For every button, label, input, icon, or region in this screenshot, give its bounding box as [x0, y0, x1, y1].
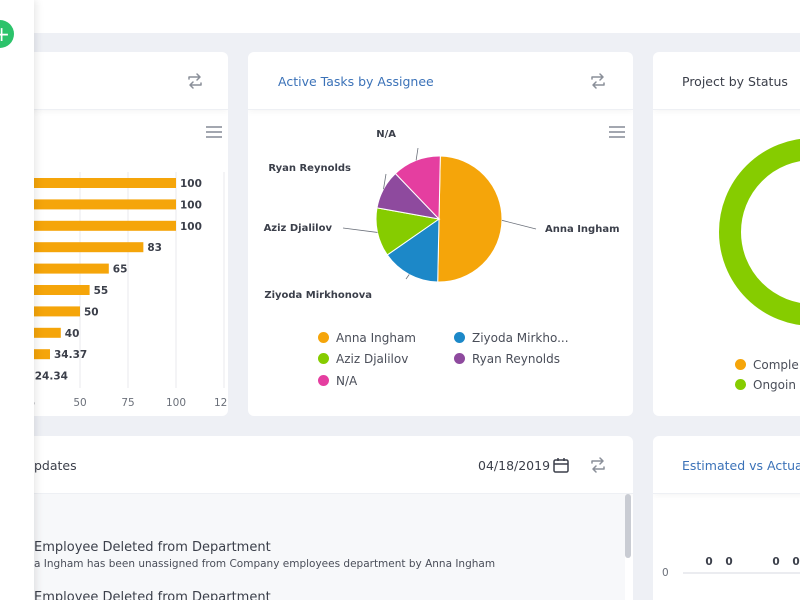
bar-value-label: 40: [65, 328, 80, 340]
data-label: 0: [725, 556, 732, 568]
pie-slice-label: N/A: [376, 129, 396, 140]
legend-label: Ziyoda Mirkho...: [472, 331, 569, 345]
project-status-card: Project by Status Comple Ongoin: [653, 52, 800, 416]
bar: [34, 199, 176, 210]
bar-chart: 55075100125100100100836555504034.3724.34…: [29, 172, 228, 409]
card-title: Estimated vs Actua: [682, 458, 800, 473]
bar: [34, 220, 176, 231]
data-label: 0: [705, 556, 712, 568]
bar: [34, 327, 61, 338]
bar-value-label: 83: [147, 242, 162, 254]
pie-label-line: [405, 274, 410, 280]
bar-value-label: 65: [113, 264, 128, 276]
legend-label: Ryan Reynolds: [472, 352, 560, 366]
pie-slice: [437, 155, 503, 283]
pie-slice-label: Aziz Djalilov: [264, 223, 333, 234]
refresh-icon[interactable]: [588, 456, 608, 474]
menu-icon[interactable]: [609, 126, 625, 138]
pie-slice-label: Ziyoda Mirkhonova: [264, 290, 372, 301]
bar: [34, 349, 50, 360]
legend-item[interactable]: Aziz Djalilov: [318, 352, 408, 366]
estimated-vs-actual-card: Estimated vs Actua 0 0 0 0 0: [653, 436, 800, 600]
calendar-icon[interactable]: [552, 456, 570, 474]
bar: [34, 263, 109, 274]
card-header: Project by Status: [653, 52, 800, 110]
card-header: Estimated vs Actua: [653, 436, 800, 494]
add-button[interactable]: +: [0, 20, 14, 48]
update-description: a Ingham has been unassigned from Compan…: [34, 558, 496, 570]
bar: [34, 242, 144, 253]
update-title: Employee Deleted from Department: [34, 540, 271, 555]
legend-label: Aziz Djalilov: [336, 352, 409, 366]
legend-dot: [318, 353, 329, 364]
legend-dot: [454, 353, 465, 364]
pie-slice-label: Ryan Reynolds: [268, 163, 351, 174]
bar: [34, 306, 80, 317]
card-header: [0, 52, 228, 110]
project-percent-card: 55075100125100100100836555504034.3724.34…: [0, 52, 228, 416]
legend-label: N/A: [336, 374, 358, 388]
scrollbar[interactable]: [625, 494, 631, 558]
legend-dot: [735, 359, 746, 370]
legend-dot: [318, 375, 329, 386]
update-title: Employee Deleted from Department: [34, 590, 271, 600]
date-filter[interactable]: 04/18/2019: [478, 458, 551, 473]
legend-item[interactable]: Comple: [735, 358, 799, 372]
pie-label-line: [383, 173, 387, 190]
active-tasks-card: Active Tasks by Assignee Anna Ingham Ziyo…: [248, 52, 633, 416]
legend-dot: [735, 379, 746, 390]
top-bar: [0, 0, 800, 33]
x-tick-label: 125: [214, 397, 228, 409]
updates-card: pdates 04/18/2019 Employee Deleted from …: [0, 436, 633, 600]
legend-item[interactable]: Anna Ingham: [318, 331, 416, 345]
card-title: Project by Status: [682, 74, 788, 89]
legend-item[interactable]: N/A: [318, 374, 357, 388]
card-title: pdates: [34, 458, 77, 473]
bar-value-label: 55: [94, 285, 109, 297]
pie-slice: [386, 218, 440, 283]
legend-item[interactable]: Ziyoda Mirkho...: [454, 331, 569, 345]
pie-chart: Anna Ingham Ziyoda Mirkhonova Aziz Djalilo…: [264, 129, 620, 301]
legend-label: Anna Ingham: [336, 331, 416, 345]
bar-value-label: 100: [180, 178, 202, 190]
donut-slice-ongoing: [719, 138, 800, 326]
pie-label-line: [415, 147, 419, 161]
estimated-chart: 0 0 0 0 0: [662, 556, 800, 579]
pie-slice-label: Anna Ingham: [545, 224, 620, 235]
bar-value-label: 34.37: [54, 349, 87, 361]
card-header: Active Tasks by Assignee: [248, 52, 633, 110]
x-tick-label: 50: [73, 397, 86, 409]
legend-item[interactable]: Ongoin: [735, 378, 796, 392]
update-list: [0, 494, 625, 600]
refresh-icon[interactable]: [185, 72, 205, 90]
x-tick-label: 100: [166, 397, 186, 409]
card-title: Active Tasks by Assignee: [278, 74, 434, 89]
bar: [34, 178, 176, 188]
pie-slice: [394, 155, 441, 221]
bar-value-label: 100: [180, 221, 202, 233]
sidebar: [0, 0, 34, 600]
refresh-icon[interactable]: [588, 72, 608, 90]
legend-item[interactable]: Ryan Reynolds: [454, 352, 560, 366]
donut-chart: [719, 138, 800, 326]
legend-label: Ongoin: [753, 378, 796, 392]
pie-label-line: [501, 219, 537, 230]
bar-value-label: 100: [180, 199, 202, 211]
bar-value-label: 50: [84, 306, 99, 318]
menu-icon[interactable]: [206, 126, 222, 138]
data-label: 0: [792, 556, 799, 568]
data-label: 0: [772, 556, 779, 568]
legend-dot: [318, 332, 329, 343]
x-tick-label: 75: [121, 397, 134, 409]
legend-dot: [454, 332, 465, 343]
legend-label: Comple: [753, 358, 799, 372]
y-tick-label: 0: [662, 567, 669, 579]
bar: [34, 285, 90, 295]
pie-label-line: [342, 227, 378, 233]
bar-value-label: 24.34: [35, 371, 68, 383]
card-header: pdates 04/18/2019: [0, 436, 633, 494]
